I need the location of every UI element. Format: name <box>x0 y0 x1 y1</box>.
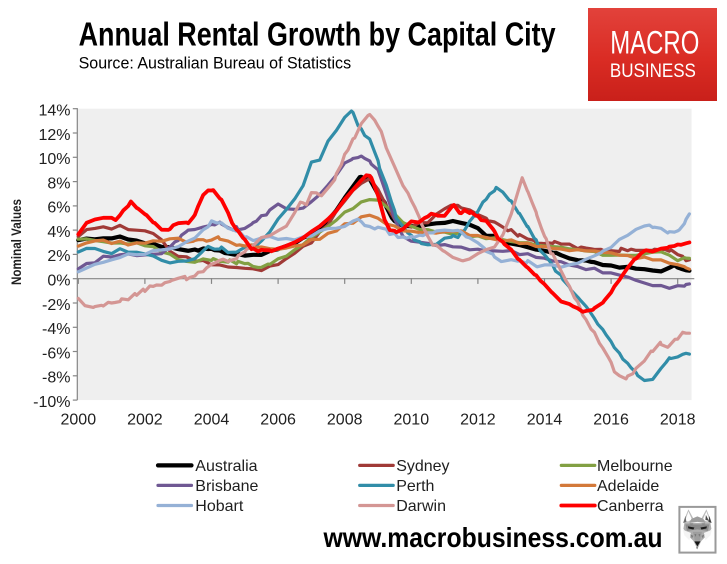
svg-text:2014: 2014 <box>527 412 563 429</box>
svg-text:2002: 2002 <box>127 412 163 429</box>
svg-text:2006: 2006 <box>260 412 296 429</box>
svg-text:Canberra: Canberra <box>597 498 664 515</box>
svg-text:4%: 4% <box>47 224 70 241</box>
svg-text:-10%: -10% <box>33 394 70 411</box>
svg-text:Adelaide: Adelaide <box>597 478 659 495</box>
svg-text:14%: 14% <box>38 103 70 120</box>
svg-text:Nominal Values: Nominal Values <box>8 199 24 285</box>
svg-text:-6%: -6% <box>42 345 70 362</box>
svg-text:Sydney: Sydney <box>396 458 449 475</box>
svg-text:Perth: Perth <box>396 478 434 495</box>
svg-text:MACRO: MACRO <box>610 25 699 61</box>
svg-text:2010: 2010 <box>394 412 430 429</box>
svg-text:-2%: -2% <box>42 297 70 314</box>
svg-text:2008: 2008 <box>327 412 363 429</box>
svg-text:Annual Rental Growth by Capita: Annual Rental Growth by Capital City <box>79 16 556 54</box>
svg-text:Australia: Australia <box>195 458 257 475</box>
svg-text:Hobart: Hobart <box>195 498 244 515</box>
svg-text:8%: 8% <box>47 175 70 192</box>
svg-text:-4%: -4% <box>42 321 70 338</box>
svg-text:www.macrobusiness.com.au: www.macrobusiness.com.au <box>323 522 663 553</box>
svg-text:BUSINESS: BUSINESS <box>610 61 696 82</box>
svg-text:Melbourne: Melbourne <box>597 458 673 475</box>
svg-text:2018: 2018 <box>660 412 696 429</box>
svg-text:2012: 2012 <box>460 412 496 429</box>
svg-text:Darwin: Darwin <box>396 498 446 515</box>
svg-text:12%: 12% <box>38 127 70 144</box>
svg-text:2004: 2004 <box>194 412 230 429</box>
svg-text:0%: 0% <box>47 273 70 290</box>
svg-text:6%: 6% <box>47 200 70 217</box>
svg-text:Brisbane: Brisbane <box>195 478 258 495</box>
svg-text:2000: 2000 <box>61 412 97 429</box>
svg-text:-8%: -8% <box>42 370 70 387</box>
svg-text:10%: 10% <box>38 151 70 168</box>
svg-text:2016: 2016 <box>593 412 629 429</box>
svg-text:Source: Australian Bureau of S: Source: Australian Bureau of Statistics <box>79 55 352 73</box>
svg-text:2%: 2% <box>47 248 70 265</box>
